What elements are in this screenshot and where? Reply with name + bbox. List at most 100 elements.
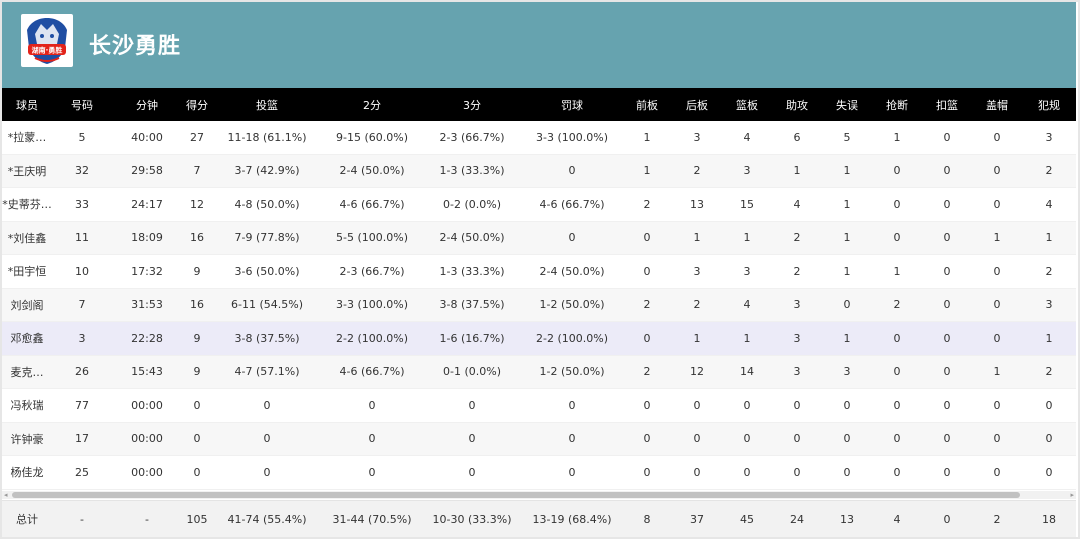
column-header-ft[interactable]: 罚球	[561, 98, 583, 112]
cell-tov: 3	[843, 365, 851, 379]
total-row: 总计 - - 105 41-74 (55.4%) 31-44 (70.5%) 10-30 (…	[2, 500, 1076, 537]
cell-number: 77	[75, 398, 89, 412]
cell-points: 9	[193, 264, 201, 278]
scroll-right-icon[interactable]: ▸	[1070, 491, 1074, 499]
column-header-minutes[interactable]: 分钟	[136, 98, 158, 112]
cell-foul: 2	[1045, 365, 1053, 379]
column-header-points[interactable]: 得分	[186, 98, 208, 112]
cell-stl: 2	[893, 298, 901, 312]
column-header-dunk[interactable]: 扣篮	[936, 98, 958, 112]
cell-minutes: 00:00	[131, 432, 163, 446]
column-header-blk[interactable]: 盖帽	[986, 98, 1008, 112]
cell-player[interactable]: 刘剑阁	[10, 298, 44, 312]
column-header-number[interactable]: 号码	[71, 98, 93, 112]
cell-off-reb: 0	[643, 465, 651, 479]
total-points: 105	[186, 512, 208, 526]
cell-ft: 1-2 (50.0%)	[539, 298, 605, 312]
cell-player[interactable]: *史蒂芬…	[2, 198, 52, 212]
cell-off-reb: 0	[643, 398, 651, 412]
cell-points: 9	[193, 365, 201, 379]
cell-two-pt: 4-6 (66.7%)	[339, 365, 405, 379]
cell-player[interactable]: 麦克…	[10, 365, 44, 379]
table-row[interactable]: 刘剑阁 7 31:53 16 6-11 (54.5%) 3-3 (100.0%) 3-8 (…	[2, 288, 1076, 322]
cell-off-reb: 0	[643, 432, 651, 446]
cell-blk: 1	[993, 365, 1001, 379]
column-header-tov[interactable]: 失误	[836, 98, 858, 112]
cell-dunk: 0	[943, 331, 951, 345]
column-header-stl[interactable]: 抢断	[886, 98, 908, 112]
column-header-off-reb[interactable]: 前板	[636, 98, 658, 112]
table-row[interactable]: *史蒂芬… 33 24:17 12 4-8 (50.0%) 4-6 (66.7%) 0-2 …	[2, 188, 1076, 222]
cell-blk: 0	[993, 197, 1001, 211]
cell-ast: 6	[793, 130, 801, 144]
scrollbar-thumb[interactable]	[12, 492, 1020, 498]
cell-blk: 0	[993, 398, 1001, 412]
cell-ast: 2	[793, 264, 801, 278]
cell-player[interactable]: *刘佳鑫	[7, 231, 47, 245]
table-row[interactable]: 许钟豪 17 00:00 0 0 0 0 0 0 0 0 0 0 0 0 0 0	[2, 422, 1076, 456]
cell-tov: 0	[843, 465, 851, 479]
cell-off-reb: 1	[643, 164, 651, 178]
horizontal-scrollbar[interactable]: ◂ ▸	[2, 491, 1076, 499]
cell-two-pt: 4-6 (66.7%)	[339, 197, 405, 211]
cell-minutes: 15:43	[131, 365, 163, 379]
column-header-ast[interactable]: 助攻	[786, 98, 808, 112]
cell-points: 16	[190, 231, 204, 245]
cell-ast: 3	[793, 298, 801, 312]
column-header-foul[interactable]: 犯规	[1038, 98, 1060, 112]
column-header-reb[interactable]: 篮板	[736, 98, 758, 112]
table-row[interactable]: *拉蒙… 5 40:00 27 11-18 (61.1%) 9-15 (60.0%) 2-3…	[2, 121, 1076, 155]
cell-player[interactable]: *拉蒙…	[7, 131, 47, 145]
cell-number: 25	[75, 465, 89, 479]
cell-def-reb: 2	[693, 298, 701, 312]
table-row[interactable]: 冯秋瑞 77 00:00 0 0 0 0 0 0 0 0 0 0 0 0 0 0	[2, 389, 1076, 423]
table-header: 球员 号码 分钟 得分 投篮 2分 3分 罚球 前板 后板 篮板 助攻 失误 抢断 扣篮 盖帽 犯规	[2, 88, 1076, 121]
column-header-three-pt[interactable]: 3分	[463, 98, 481, 112]
cell-ft: 4-6 (66.7%)	[539, 197, 605, 211]
cell-stl: 0	[893, 432, 901, 446]
cell-foul: 3	[1045, 130, 1053, 144]
cell-player[interactable]: 杨佳龙	[10, 466, 44, 480]
cell-dunk: 0	[943, 130, 951, 144]
cell-points: 0	[193, 432, 201, 446]
cell-two-pt: 2-4 (50.0%)	[339, 164, 405, 178]
cell-def-reb: 13	[690, 197, 704, 211]
cell-foul: 2	[1045, 164, 1053, 178]
column-header-def-reb[interactable]: 后板	[686, 98, 708, 112]
cell-fg: 0	[263, 398, 271, 412]
cell-reb: 0	[743, 465, 751, 479]
total-fg: 41-74 (55.4%)	[227, 512, 307, 526]
total-reb: 45	[740, 512, 754, 526]
cell-reb: 4	[743, 130, 751, 144]
scroll-left-icon[interactable]: ◂	[4, 491, 8, 499]
cell-def-reb: 0	[693, 398, 701, 412]
table-row[interactable]: 杨佳龙 25 00:00 0 0 0 0 0 0 0 0 0 0 0 0 0 0	[2, 456, 1076, 490]
cell-dunk: 0	[943, 432, 951, 446]
column-header-player[interactable]: 球员	[16, 98, 38, 112]
cell-foul: 4	[1045, 197, 1053, 211]
cell-number: 3	[78, 331, 86, 345]
cell-player[interactable]: 许钟豪	[10, 432, 44, 446]
column-header-fg[interactable]: 投篮	[256, 98, 278, 112]
cell-ast: 2	[793, 231, 801, 245]
cell-foul: 1	[1045, 231, 1053, 245]
table-row[interactable]: *王庆明 32 29:58 7 3-7 (42.9%) 2-4 (50.0%) 1-3 (3…	[2, 154, 1076, 188]
cell-player[interactable]: *王庆明	[7, 164, 47, 178]
table-row[interactable]: *田宇恒 10 17:32 9 3-6 (50.0%) 2-3 (66.7%) 1-3 (3…	[2, 255, 1076, 289]
cell-player[interactable]: *田宇恒	[7, 265, 47, 279]
cell-minutes: 31:53	[131, 298, 163, 312]
cell-tov: 1	[843, 331, 851, 345]
cell-fg: 7-9 (77.8%)	[234, 231, 300, 245]
cell-player[interactable]: 冯秋瑞	[10, 399, 44, 413]
cell-points: 0	[193, 398, 201, 412]
cell-off-reb: 1	[643, 130, 651, 144]
cell-two-pt: 2-3 (66.7%)	[339, 264, 405, 278]
cell-player[interactable]: 邓愈鑫	[10, 332, 44, 346]
cell-two-pt: 9-15 (60.0%)	[336, 130, 408, 144]
cell-ast: 0	[793, 465, 801, 479]
total-stl: 4	[893, 512, 901, 526]
table-row[interactable]: 邓愈鑫 3 22:28 9 3-8 (37.5%) 2-2 (100.0%) 1-6 (16…	[2, 322, 1076, 356]
column-header-two-pt[interactable]: 2分	[363, 98, 381, 112]
table-row[interactable]: 麦克… 26 15:43 9 4-7 (57.1%) 4-6 (66.7%) 0-1 (0.…	[2, 355, 1076, 389]
table-row[interactable]: *刘佳鑫 11 18:09 16 7-9 (77.8%) 5-5 (100.0%) 2-4 …	[2, 221, 1076, 255]
